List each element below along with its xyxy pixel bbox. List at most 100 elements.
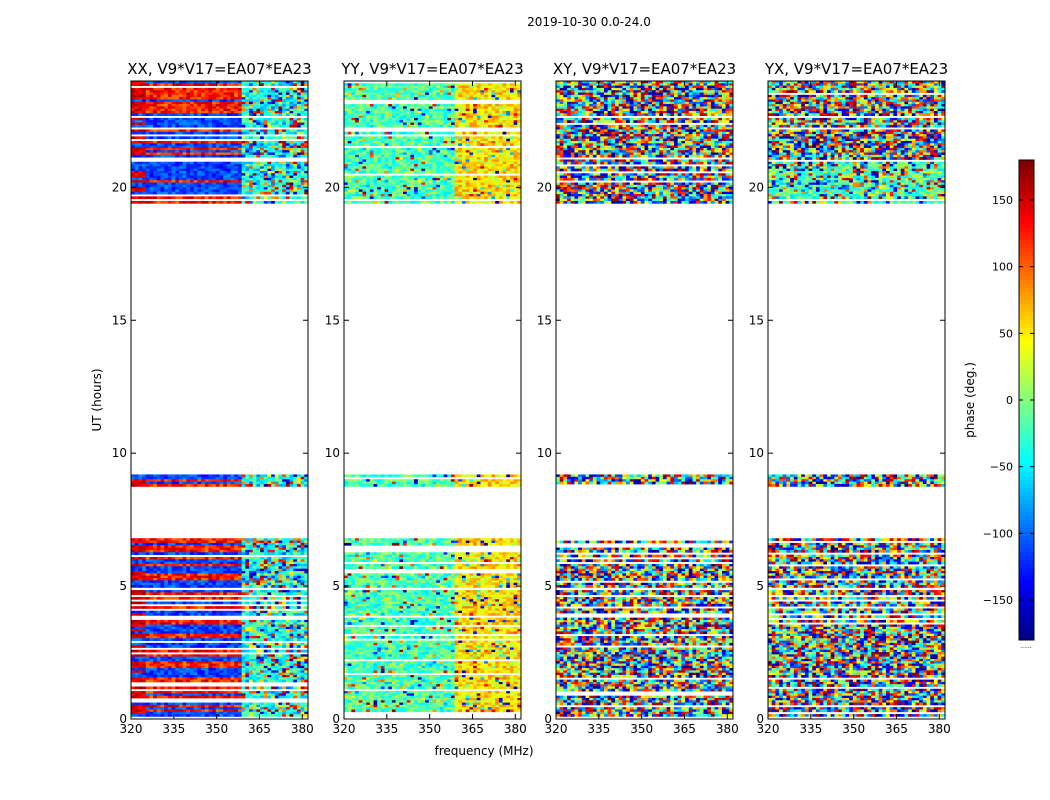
heatmap-cell <box>285 635 290 639</box>
heatmap-cell <box>282 549 287 553</box>
heatmap-cell <box>175 83 180 87</box>
heatmap-cell <box>296 561 302 565</box>
heatmap-cell <box>215 117 220 121</box>
heatmap-cell <box>175 649 180 653</box>
heatmap-cell <box>249 571 254 574</box>
heatmap-cell <box>271 679 276 683</box>
heatmap-cell <box>226 476 231 480</box>
heatmap-cell <box>252 613 257 616</box>
heatmap-cell <box>241 131 246 135</box>
heatmap-cell <box>156 140 161 144</box>
heatmap-cell <box>208 140 213 144</box>
heatmap-cell <box>178 180 184 183</box>
heatmap-cell <box>131 635 136 639</box>
heatmap-cell <box>234 665 239 669</box>
heatmap-cell <box>293 110 298 114</box>
heatmap-cell <box>293 545 298 548</box>
heatmap-cell <box>178 578 184 581</box>
heatmap-cell <box>278 642 283 646</box>
heatmap-cell <box>138 164 143 167</box>
heatmap-cell <box>160 578 165 581</box>
heatmap-cell <box>274 106 279 110</box>
heatmap-cell <box>263 658 268 662</box>
heatmap-cell <box>215 122 220 126</box>
heatmap-cell <box>145 131 150 135</box>
heatmap-cell <box>186 592 191 596</box>
heatmap-cell <box>271 87 276 91</box>
heatmap-cell <box>167 711 172 715</box>
heatmap-cell <box>193 642 198 646</box>
heatmap-cell <box>234 161 239 165</box>
heatmap-cell <box>145 147 150 151</box>
heatmap-cell <box>160 104 165 107</box>
heatmap-cell <box>149 117 154 121</box>
heatmap-cell <box>226 161 231 165</box>
heatmap-cell <box>204 580 209 584</box>
heatmap-cell <box>197 670 202 674</box>
heatmap-cell <box>197 679 202 683</box>
heatmap-cell <box>193 590 198 593</box>
heatmap-cell <box>204 613 209 616</box>
heatmap-cell <box>296 117 302 121</box>
heatmap-cell <box>274 575 279 579</box>
heatmap-cell <box>149 104 154 107</box>
heatmap-cell <box>237 481 243 485</box>
heatmap-cell <box>241 704 246 708</box>
heatmap-cell <box>293 180 298 183</box>
heatmap-cell <box>164 575 169 579</box>
heatmap-cell <box>182 166 187 170</box>
heatmap-cell <box>215 670 220 674</box>
heatmap-cell <box>293 714 298 717</box>
heatmap-cell <box>289 180 294 183</box>
heatmap-cell <box>289 152 294 156</box>
heatmap-cell <box>204 691 209 694</box>
heatmap-cell <box>182 626 187 630</box>
heatmap-cell <box>249 714 254 717</box>
heatmap-cell <box>208 677 213 681</box>
heatmap-cell <box>156 668 161 671</box>
heatmap-cell <box>289 709 294 713</box>
heatmap-cell <box>171 582 176 586</box>
heatmap-cell <box>171 164 176 167</box>
heatmap-cell <box>274 177 279 181</box>
heatmap-cell <box>282 619 287 623</box>
heatmap-cell <box>208 556 213 560</box>
heatmap-cell <box>304 180 308 183</box>
heatmap-cell <box>278 474 283 478</box>
heatmap-cell <box>149 120 154 123</box>
heatmap-cell <box>134 656 139 660</box>
heatmap-cell <box>138 668 143 671</box>
heatmap-cell <box>193 99 198 103</box>
heatmap-cell <box>300 556 305 560</box>
heatmap-cell <box>274 136 279 140</box>
heatmap-cell <box>249 645 254 648</box>
heatmap-cell <box>263 476 268 480</box>
heatmap-cell <box>201 631 206 635</box>
heatmap-cell <box>149 143 154 147</box>
heatmap-cell <box>182 631 187 635</box>
heatmap-cell <box>256 545 261 548</box>
heatmap-cell <box>190 556 195 560</box>
heatmap-cell <box>160 129 165 133</box>
heatmap-cell <box>186 117 191 121</box>
heatmap-cell <box>230 182 235 186</box>
heatmap-cell <box>237 665 243 669</box>
heatmap-cell <box>193 559 198 563</box>
heatmap-cell <box>245 476 250 480</box>
heatmap-cell <box>149 714 154 717</box>
heatmap-cell <box>201 568 206 572</box>
heatmap-cell <box>234 170 239 174</box>
heatmap-cell <box>234 175 239 179</box>
heatmap-cell <box>212 585 217 588</box>
heatmap-cell <box>153 145 158 149</box>
heatmap-cell <box>260 99 265 103</box>
heatmap-cell <box>300 672 305 676</box>
heatmap-cell <box>201 704 206 708</box>
heatmap-cell <box>131 582 136 586</box>
heatmap-cell <box>223 573 228 577</box>
heatmap-cell <box>134 571 139 574</box>
heatmap-cell <box>182 150 187 153</box>
heatmap-cell <box>249 578 254 581</box>
heatmap-cell <box>267 166 272 170</box>
heatmap-cell <box>145 481 150 485</box>
